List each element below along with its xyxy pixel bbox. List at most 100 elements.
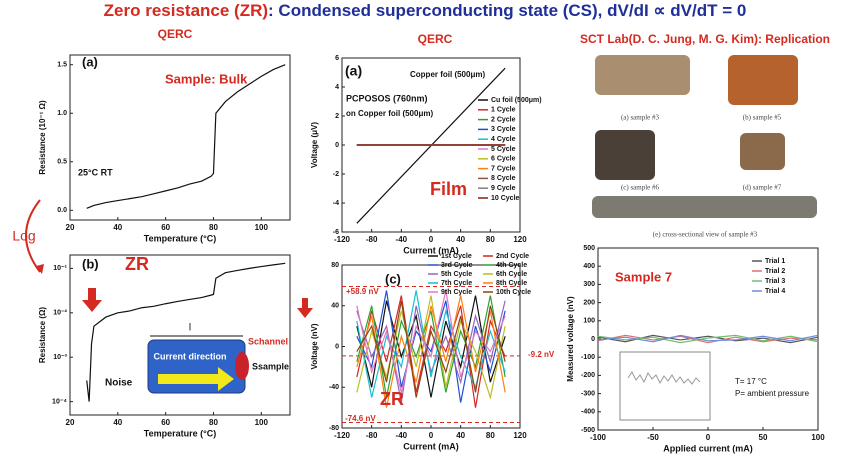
series-line [86,262,286,402]
series-line [356,290,506,398]
red-arrow [82,288,102,312]
plot-frame [69,254,291,416]
x-tick-label: -100 [590,433,607,442]
y-tick-label: -200 [581,372,595,379]
y-tick-label: -400 [581,409,595,416]
photo [740,133,785,170]
series-line [597,334,819,344]
y-tick-label: 100 [583,318,595,325]
annotation: l [189,323,191,334]
x-axis-label: Temperature (°C) [144,233,216,243]
y-tick-label: -6 [333,229,339,236]
y-tick-label: -300 [581,390,595,397]
y-tick-label: 0 [335,142,339,149]
x-tick-label: 20 [66,223,75,232]
x-tick-label: -80 [366,431,378,440]
x-tick-label: -80 [366,235,378,244]
series-line [597,334,819,343]
inset-diagram [147,335,249,394]
title-part: : Condensed superconducting state (CS), … [268,1,746,20]
inset-plot [619,351,711,421]
legend-label: 10th Cycle [496,289,531,296]
slide-title: Zero resistance (ZR): Condensed supercon… [104,1,747,20]
x-axis-label: Current (mA) [403,441,459,451]
x-tick-label: 120 [513,235,527,244]
annotation: ZR [125,254,149,274]
annotation: Sample: Bulk [165,71,248,86]
legend-label: Trial 3 [765,278,785,285]
x-tick-label: 40 [456,235,465,244]
y-tick-label: -500 [581,427,595,434]
y-tick-label: 10⁻³ [53,354,67,361]
y-tick-label: -2 [333,171,339,178]
legend-label: 5 Cycle [491,146,516,153]
photo [595,130,655,180]
current-arrow [158,367,234,391]
photo-caption: (a) sample #3 [621,114,660,122]
series-line [356,295,506,408]
legend-label: 3rd Cycle [441,262,473,269]
x-tick-label: 0 [429,235,434,244]
y-tick-label: 500 [583,245,595,252]
legend-label: 8th Cycle [496,280,527,287]
legend-label: 2nd Cycle [496,253,529,260]
x-tick-label: 60 [161,223,170,232]
series-line [356,295,506,398]
x-tick-label: 40 [113,418,122,427]
annotation: Film [430,179,467,199]
annotation: Noise [105,378,133,389]
legend-label: 5th Cycle [441,271,472,278]
inset-noise [627,371,701,385]
y-axis-label: Measured voltage (nV) [566,296,575,382]
legend-label: Trial 4 [765,288,785,295]
legend-label: Cu foil (500μm) [491,97,542,104]
legend-label: Trial 2 [765,268,785,275]
x-tick-label: 0 [429,431,434,440]
x-tick-label: -50 [647,433,659,442]
x-axis-label: Temperature (°C) [144,428,216,438]
legend-label: 7th Cycle [441,280,472,287]
reference-label: -74.6 nV [345,414,376,423]
log-arrow-head [36,264,44,274]
x-tick-label: 120 [513,431,527,440]
x-tick-label: -40 [396,431,408,440]
x-tick-label: 80 [486,235,495,244]
x-axis-label: Applied current (mA) [663,443,753,453]
legend-label: 2 Cycle [491,116,516,123]
annotation: Current direction [153,351,226,361]
y-tick-label: 0.5 [57,159,67,166]
y-tick-label: -80 [329,425,339,432]
y-tick-label: 10⁻² [53,310,67,317]
x-tick-label: 60 [161,418,170,427]
y-axis-label: Resistance (10⁻¹ Ω) [38,100,47,175]
header: QERC [418,32,453,46]
series-line [356,290,506,393]
annotation: Ssample [252,361,289,371]
series-line [356,300,506,398]
y-tick-label: 10⁻⁴ [52,398,67,405]
legend-label: 9 Cycle [491,185,516,192]
x-tick-label: 20 [66,418,75,427]
annotation: (c) [385,271,401,286]
red-arrow [297,298,313,318]
header: QERC [158,27,193,41]
cylinder [147,339,246,394]
legend-label: 4th Cycle [496,262,527,269]
x-tick-label: -120 [334,235,351,244]
log-arrow [25,199,41,273]
header: SCT Lab(D. C. Jung, M. G. Kim): Replicat… [580,32,830,46]
photo [592,196,817,218]
annotation: (a) [345,63,362,79]
x-tick-label: 80 [209,418,218,427]
x-tick-label: 80 [209,223,218,232]
annotation: Sample 7 [615,269,672,284]
annotation: P= ambient pressure [735,389,810,398]
x-tick-label: -120 [334,431,351,440]
y-tick-label: 10⁻¹ [53,265,67,272]
x-tick-label: 100 [811,433,825,442]
annotation: ZR [380,389,404,409]
reference-label: +58.9 nV [346,287,379,296]
photo [595,55,690,95]
series-line [356,295,506,398]
